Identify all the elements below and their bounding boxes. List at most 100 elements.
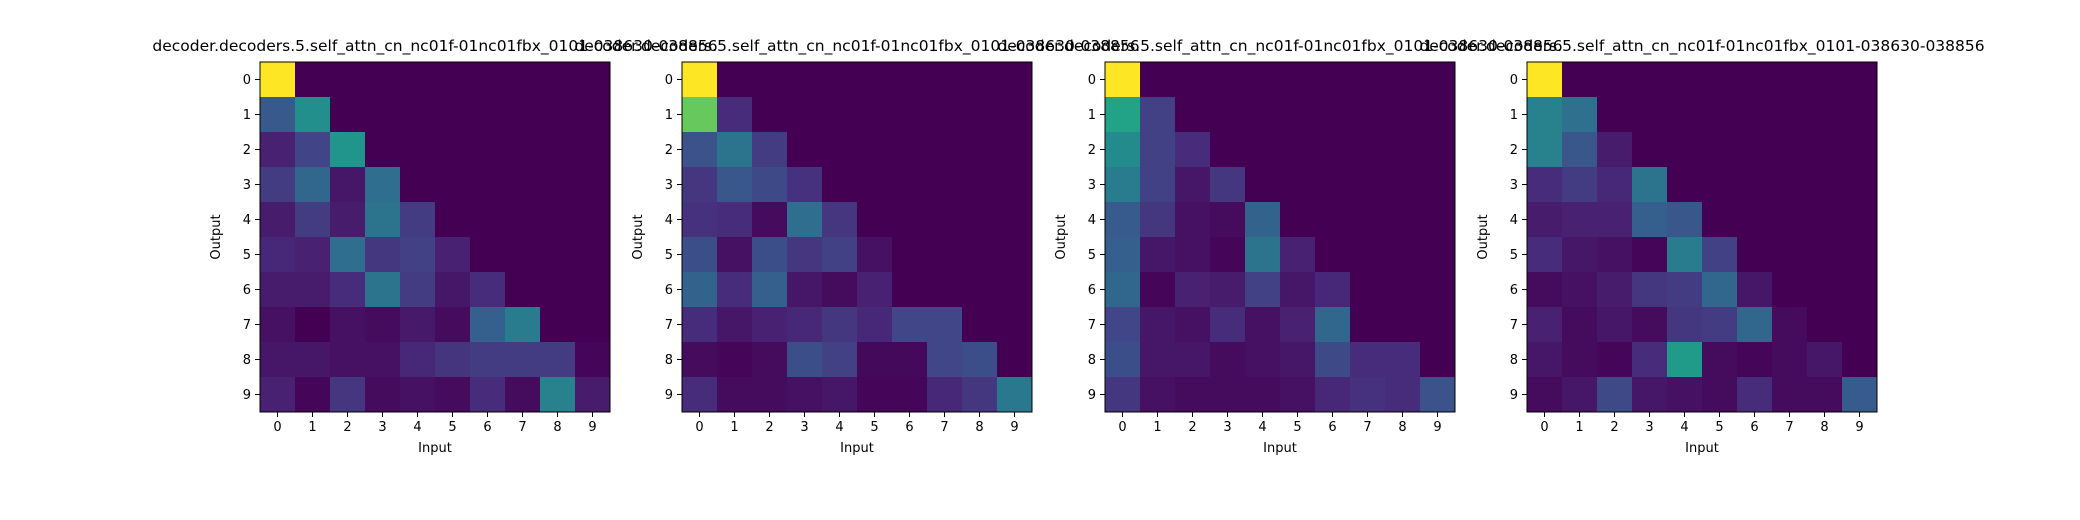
heatmap-cell: [1105, 237, 1141, 273]
heatmap-cell: [575, 272, 611, 308]
heatmap-cell: [1280, 307, 1316, 343]
heatmap-cell: [1385, 97, 1421, 133]
heatmap-cell: [997, 237, 1033, 273]
heatmap-cell: [505, 307, 541, 343]
heatmap-cell: [1842, 97, 1878, 133]
heatmap-cell: [1632, 237, 1668, 273]
heatmap-cell: [1315, 167, 1351, 203]
heatmap-cell: [1280, 97, 1316, 133]
x-tick-label: 0: [695, 420, 703, 435]
heatmap-cell: [400, 237, 436, 273]
x-tick-label: 4: [413, 420, 421, 435]
heatmap-cell: [330, 237, 366, 273]
heatmap-cell: [540, 97, 576, 133]
heatmap-cell: [1772, 202, 1808, 238]
heatmap-cell: [962, 62, 998, 98]
x-tick-label: 8: [553, 420, 561, 435]
heatmap-cell: [330, 62, 366, 98]
heatmap-cell: [1527, 377, 1563, 413]
heatmap-cell: [962, 272, 998, 308]
heatmap-cell: [470, 62, 506, 98]
heatmap-cell: [1632, 377, 1668, 413]
heatmap-cell: [1315, 342, 1351, 378]
y-tick-label: 6: [1510, 283, 1518, 298]
heatmap-cell: [1420, 62, 1456, 98]
heatmap-cell: [787, 132, 823, 168]
heatmap-cell: [260, 342, 296, 378]
y-axis-label: Output: [1054, 214, 1069, 259]
y-tick-label: 2: [243, 143, 251, 158]
heatmap-cell: [927, 342, 963, 378]
heatmap-cell: [682, 97, 718, 133]
heatmap-cell: [400, 272, 436, 308]
heatmap-cell: [1245, 132, 1281, 168]
heatmap-cell: [435, 237, 471, 273]
heatmap-cell: [575, 62, 611, 98]
heatmap-cell: [787, 62, 823, 98]
heatmap-cell: [752, 272, 788, 308]
y-axis-label: Output: [631, 214, 646, 259]
heatmap-cell: [1175, 377, 1211, 413]
heatmap-cell: [857, 167, 893, 203]
heatmap-cell: [1632, 307, 1668, 343]
heatmap-cell: [1842, 167, 1878, 203]
heatmap-cell: [1562, 237, 1598, 273]
heatmap-cell: [1175, 237, 1211, 273]
heatmap-cell: [505, 97, 541, 133]
heatmap-cell: [997, 307, 1033, 343]
heatmap-cell: [1245, 237, 1281, 273]
heatmap-cell: [822, 167, 858, 203]
heatmap-cell: [1420, 167, 1456, 203]
heatmap-cell: [717, 167, 753, 203]
heatmap-cell: [1140, 167, 1176, 203]
heatmap-panel-1: 0 1 2 3 4 5 6 7 8 9 0 1 2 3 4 5 6 7 8 9 Input Output decoder.d…: [152, 37, 717, 456]
heatmap-cell: [752, 342, 788, 378]
heatmap-cell: [892, 62, 928, 98]
heatmap-cell: [1315, 202, 1351, 238]
heatmap-cell: [1280, 342, 1316, 378]
heatmap-cell: [435, 62, 471, 98]
heatmap-cell: [682, 272, 718, 308]
heatmap-cell: [1702, 202, 1738, 238]
heatmap-cell: [540, 272, 576, 308]
heatmap-cell: [330, 202, 366, 238]
y-tick-label: 4: [665, 213, 673, 228]
heatmap-cell: [1527, 62, 1563, 98]
heatmap-cell: [435, 202, 471, 238]
x-tick-label: 6: [1328, 420, 1336, 435]
heatmap-cell: [470, 342, 506, 378]
heatmap-cell: [1632, 202, 1668, 238]
heatmap-cell: [1210, 62, 1246, 98]
heatmap-cell: [1245, 377, 1281, 413]
heatmap-cell: [1562, 202, 1598, 238]
heatmap-cell: [1632, 62, 1668, 98]
heatmap-cell: [1702, 97, 1738, 133]
heatmap-cell: [822, 307, 858, 343]
heatmap-cell: [1772, 62, 1808, 98]
heatmap-cell: [1737, 132, 1773, 168]
heatmap-cell: [927, 272, 963, 308]
heatmap-cell: [260, 62, 296, 98]
heatmap-cell: [1280, 377, 1316, 413]
heatmap-cell: [1807, 272, 1843, 308]
heatmap-cell: [962, 342, 998, 378]
heatmap-cell: [295, 307, 331, 343]
heatmap-cell: [997, 132, 1033, 168]
heatmap-cell: [1562, 272, 1598, 308]
heatmap-cell: [1632, 272, 1668, 308]
heatmap-cell: [717, 342, 753, 378]
heatmap-cell: [1420, 272, 1456, 308]
heatmap-cell: [1702, 167, 1738, 203]
x-tick-label: 0: [273, 420, 281, 435]
heatmap-cell: [1210, 202, 1246, 238]
heatmap-cell: [1737, 272, 1773, 308]
heatmap-cell: [365, 62, 401, 98]
heatmap-cell: [400, 377, 436, 413]
heatmap-cell: [1175, 272, 1211, 308]
heatmap-cell: [962, 167, 998, 203]
heatmap-panel-2: 0 1 2 3 4 5 6 7 8 9 0 1 2 3 4 5 6 7 8 9 Input Output decoder.d…: [574, 37, 1139, 456]
heatmap-cell: [1667, 132, 1703, 168]
y-tick-label: 0: [243, 73, 251, 88]
heatmap-cell: [857, 237, 893, 273]
